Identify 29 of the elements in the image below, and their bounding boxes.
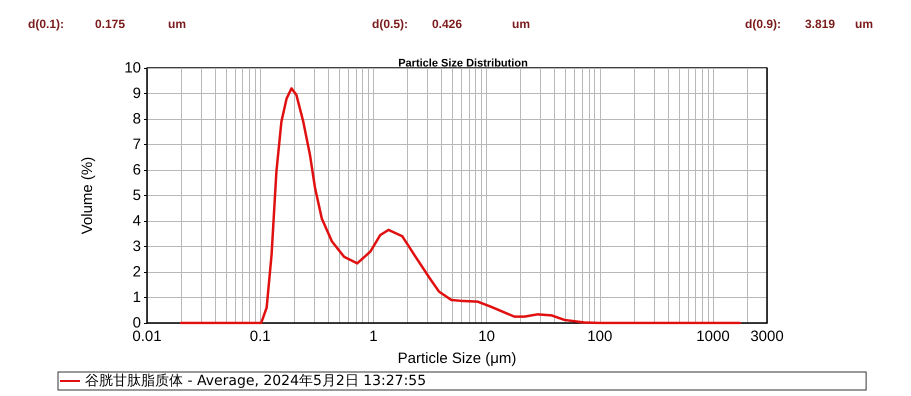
x-tick-label: 1000 (696, 328, 730, 345)
y-tick-label: 9 (132, 85, 141, 102)
x-axis-title: Particle Size (μm) (398, 350, 516, 367)
y-tick-label: 7 (132, 136, 141, 153)
x-tick-label: 0.1 (250, 328, 271, 345)
legend-label: 谷胱甘肽脂质体 - Average, 2024年5月2日 13:27:55 (85, 373, 426, 389)
x-tick-label: 100 (587, 328, 612, 345)
text: 0.175 (95, 17, 126, 31)
text: d(0.1): (28, 17, 64, 31)
y-tick-label: 4 (132, 212, 141, 230)
chart-title: Particle Size Distribution (398, 58, 528, 70)
text: um (512, 17, 530, 31)
y-tick-label: 5 (132, 187, 141, 204)
text: d(0.5): (372, 17, 408, 31)
y-tick-label: 3 (132, 238, 141, 255)
x-tick-label: 3000 (750, 328, 784, 345)
text: um (855, 17, 873, 31)
y-tick-label: 1 (132, 289, 141, 306)
y-tick-label: 6 (132, 162, 141, 178)
text: 0.426 (432, 17, 462, 31)
text: um (168, 17, 186, 31)
y-tick-label: 8 (132, 110, 141, 128)
x-tick-label: 10 (478, 328, 495, 345)
x-tick-label: 1 (369, 328, 378, 345)
text: 3.819 (805, 17, 836, 31)
y-tick-label: 2 (132, 264, 141, 280)
y-tick-label: 10 (124, 60, 141, 76)
y-axis-title: Volume (%) (79, 156, 96, 234)
text: d(0.9): (745, 17, 781, 31)
